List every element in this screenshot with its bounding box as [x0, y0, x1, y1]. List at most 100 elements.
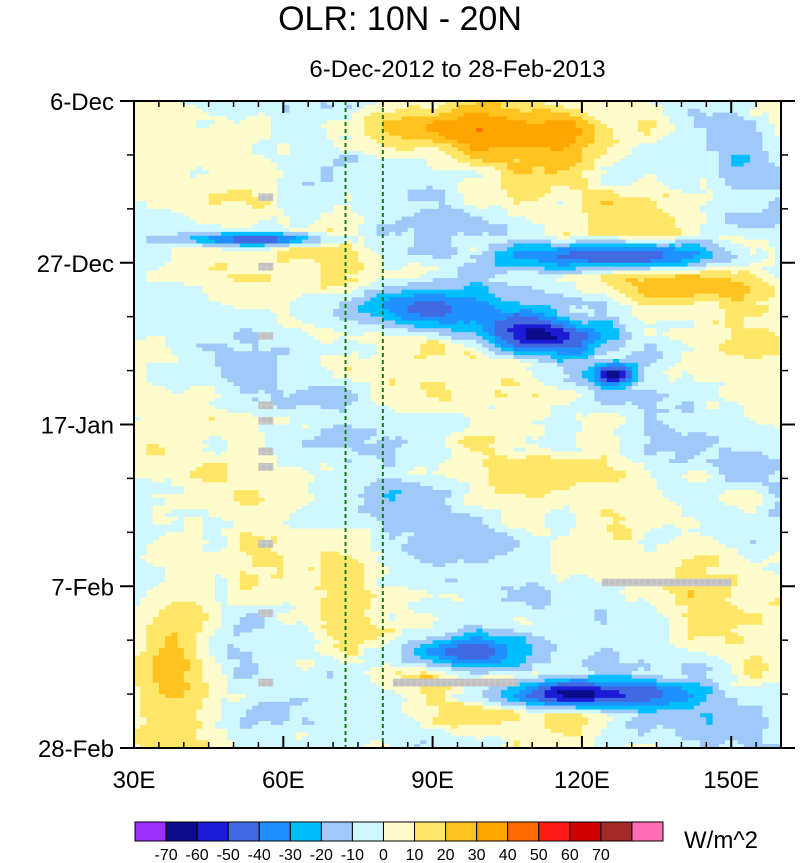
field-cell [569, 335, 589, 341]
field-cell [725, 351, 781, 356]
field-cell [152, 667, 191, 672]
field-cell [389, 436, 396, 441]
field-cell [501, 721, 546, 726]
field-cell [134, 428, 259, 433]
field-cell [451, 667, 533, 672]
field-cell [644, 420, 664, 426]
field-cell [183, 647, 197, 653]
field-cell [221, 532, 241, 537]
colorbar-box [631, 821, 664, 842]
field-cell [134, 744, 141, 748]
field-cell [351, 447, 396, 453]
field-cell [227, 597, 322, 603]
field-cell [731, 239, 770, 245]
field-cell [774, 274, 781, 279]
field-cell [134, 262, 166, 268]
field-cell [389, 497, 396, 503]
field-cell [227, 655, 253, 661]
field-cell [227, 674, 235, 680]
field-cell [289, 147, 340, 152]
field-cell [289, 609, 322, 614]
field-cell [146, 362, 216, 368]
field-cell [152, 655, 185, 661]
field-cell [687, 108, 701, 114]
field-cell [581, 128, 595, 133]
field-cell [277, 405, 297, 410]
field-cell [134, 528, 185, 533]
x-tick-label: 30E [113, 767, 156, 794]
field-cell [420, 690, 446, 695]
field-cell [581, 158, 595, 164]
field-cell [507, 228, 546, 233]
field-cell [277, 239, 291, 245]
field-cell [619, 443, 645, 449]
field-cell [550, 594, 627, 599]
field-cell [351, 378, 390, 383]
field-cell [134, 193, 210, 198]
field-cell [457, 697, 490, 703]
field-cell [302, 667, 309, 672]
field-cell [644, 547, 658, 553]
field-cell [252, 397, 259, 402]
field-cell [364, 262, 384, 268]
field-cell [358, 224, 378, 229]
field-cell [246, 551, 278, 557]
field-cell [706, 143, 763, 148]
field-cell [308, 667, 371, 672]
field-cell [482, 516, 502, 522]
field-cell [320, 235, 359, 241]
field-cell [588, 305, 608, 310]
field-cell [637, 728, 651, 734]
field-cell [693, 455, 720, 460]
field-cell [326, 632, 384, 637]
field-cell [134, 578, 166, 583]
field-cell [650, 601, 676, 607]
field-cell [202, 663, 222, 668]
field-cell [519, 201, 558, 206]
field-cell [134, 239, 147, 245]
field-cell [395, 493, 452, 499]
field-cell [594, 613, 608, 618]
field-cell [196, 644, 210, 649]
field-cell [239, 697, 291, 703]
field-cell [134, 424, 259, 429]
field-cell [588, 224, 676, 229]
field-cell [544, 520, 577, 526]
field-cell [134, 455, 278, 460]
field-cell [631, 366, 639, 372]
field-cell [613, 359, 620, 364]
field-cell [774, 251, 781, 256]
field-cell [631, 335, 670, 341]
field-cell [762, 620, 781, 626]
field-cell [283, 389, 297, 395]
field-cell [532, 285, 577, 291]
field-cell [134, 231, 179, 237]
field-cell [252, 705, 291, 711]
field-cell [476, 128, 483, 133]
field-cell [519, 682, 539, 687]
field-cell [700, 251, 714, 256]
field-cell [768, 563, 781, 568]
field-cell [488, 697, 508, 703]
field-cell [345, 239, 353, 245]
field-cell [625, 694, 664, 699]
field-cell [681, 189, 707, 195]
field-cell [581, 147, 608, 152]
field-cell [370, 674, 403, 680]
field-cell [613, 717, 633, 722]
field-cell [221, 301, 291, 306]
field-cell [382, 493, 396, 499]
field-cell [488, 247, 508, 252]
field-cell [320, 243, 340, 248]
field-cell [370, 543, 403, 549]
field-cell [414, 466, 427, 472]
field-cell [532, 690, 546, 695]
field-cell [426, 636, 452, 641]
x-tick-label: 120E [554, 767, 610, 794]
field-cell [214, 405, 278, 410]
field-cell [457, 231, 465, 237]
field-cell [749, 251, 757, 256]
field-cell [345, 651, 359, 657]
field-cell [731, 682, 763, 687]
field-cell [588, 366, 595, 372]
